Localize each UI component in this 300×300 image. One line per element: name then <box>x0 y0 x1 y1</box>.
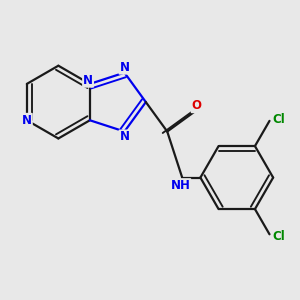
Text: NH: NH <box>170 179 190 192</box>
Text: N: N <box>119 61 130 74</box>
Text: O: O <box>192 99 202 112</box>
Text: Cl: Cl <box>272 112 285 126</box>
Text: N: N <box>22 114 32 127</box>
Text: N: N <box>119 130 130 143</box>
Text: N: N <box>83 74 93 87</box>
Text: Cl: Cl <box>272 230 285 243</box>
